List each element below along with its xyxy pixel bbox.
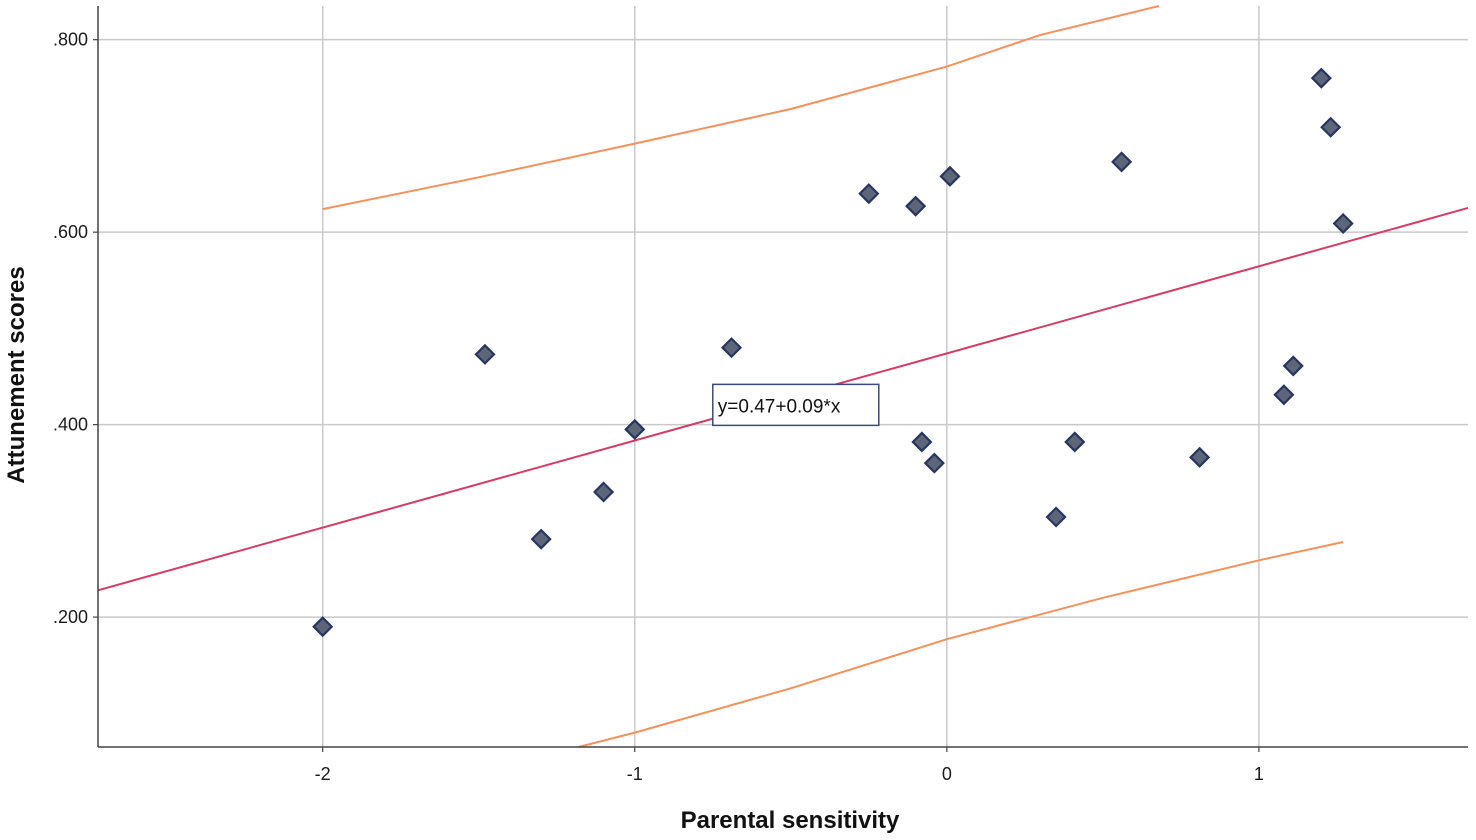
- fit-equation-box: y=0.47+0.09*x: [712, 383, 880, 427]
- data-point: [720, 337, 743, 359]
- data-point: [474, 343, 496, 365]
- y-axis-title: Attunement scores: [3, 266, 30, 483]
- data-point: [1273, 384, 1295, 406]
- data-point: [624, 418, 646, 440]
- x-tick-label: -1: [627, 764, 643, 784]
- data-point: [530, 528, 552, 550]
- x-axis-title: Parental sensitivity: [681, 807, 900, 834]
- data-point: [1064, 431, 1086, 453]
- data-point: [1045, 506, 1067, 528]
- data-point: [905, 195, 927, 217]
- fit-equation-border: [712, 383, 880, 427]
- y-tick-label: .400: [53, 415, 88, 435]
- data-point: [593, 481, 615, 503]
- data-point: [1310, 67, 1332, 89]
- grid-lines: [98, 6, 1468, 747]
- data-points: [312, 67, 1354, 638]
- data-point: [312, 616, 334, 638]
- prediction-interval-lower-line: [578, 541, 1344, 748]
- y-tick-label: .600: [53, 222, 88, 242]
- axes: [97, 6, 1468, 748]
- data-point: [858, 183, 880, 205]
- data-point: [1332, 212, 1354, 235]
- data-point: [911, 431, 933, 453]
- data-point: [1282, 355, 1304, 377]
- y-tick-label: .200: [53, 607, 88, 627]
- data-point: [1320, 116, 1342, 138]
- y-tick-label: .800: [53, 30, 88, 50]
- tick-labels: -2 -1 0 1 .200 .400 .600 .800: [53, 30, 1264, 784]
- data-point: [1189, 446, 1211, 468]
- x-tick-label: 1: [1254, 764, 1264, 784]
- fit-equation-label: y=0.47+0.09*x: [718, 396, 841, 417]
- data-point: [939, 165, 961, 187]
- x-tick-label: -2: [315, 764, 331, 784]
- data-point: [923, 452, 945, 474]
- data-point: [1111, 151, 1133, 173]
- prediction-interval-lines: [322, 5, 1344, 748]
- prediction-interval-upper-line: [322, 5, 1160, 211]
- x-tick-label: 0: [942, 764, 952, 784]
